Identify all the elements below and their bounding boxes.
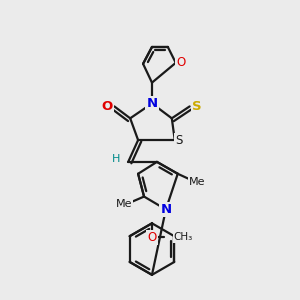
Text: Me: Me — [189, 177, 206, 187]
Text: O: O — [176, 56, 185, 69]
Text: O: O — [147, 231, 157, 244]
Text: CH₃: CH₃ — [174, 232, 193, 242]
Text: S: S — [175, 134, 182, 147]
Text: H: H — [112, 154, 121, 164]
Text: Me: Me — [116, 200, 133, 209]
Text: N: N — [160, 203, 171, 216]
Text: S: S — [192, 100, 201, 113]
Text: N: N — [146, 97, 158, 110]
Text: O: O — [102, 100, 113, 113]
